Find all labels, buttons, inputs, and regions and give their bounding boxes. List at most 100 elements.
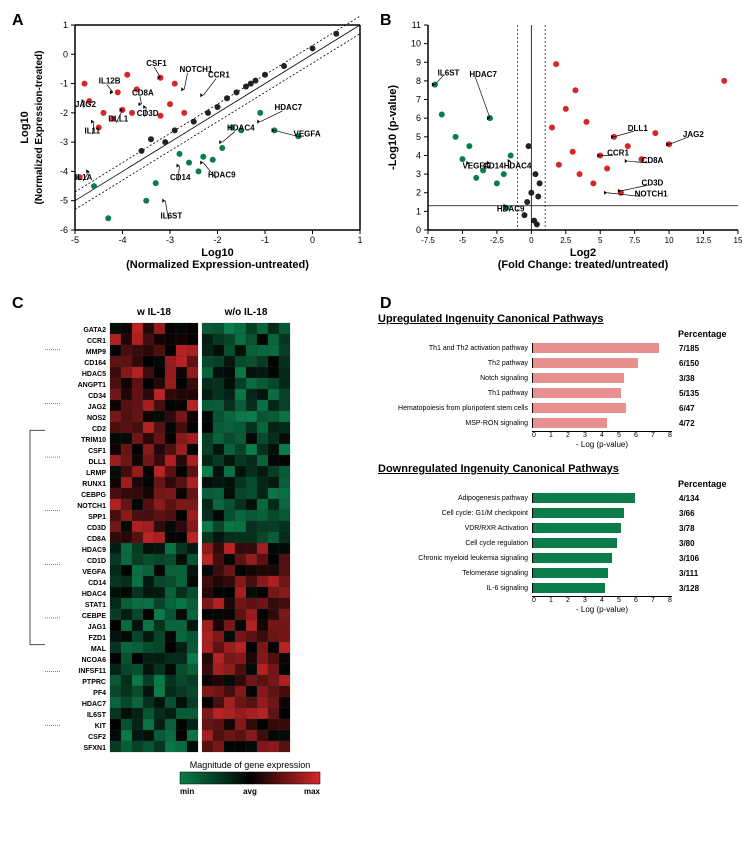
svg-text:DLL1: DLL1 bbox=[108, 115, 129, 124]
pathway-bar bbox=[533, 568, 608, 578]
svg-text:PF4: PF4 bbox=[93, 690, 106, 697]
svg-text:avg: avg bbox=[243, 787, 257, 796]
percentage-header-up: Percentage bbox=[678, 329, 748, 339]
pathway-percentage: 3/128 bbox=[679, 584, 719, 593]
svg-text:INFSF11: INFSF11 bbox=[78, 668, 106, 675]
up-x-label: - Log (p-value) bbox=[532, 440, 672, 449]
pathway-name: Chronic myeloid leukemia signaling bbox=[378, 555, 532, 562]
svg-text:HDAC9: HDAC9 bbox=[208, 170, 236, 179]
svg-text:-5: -5 bbox=[71, 235, 79, 245]
pathway-percentage: 6/47 bbox=[679, 404, 719, 413]
svg-text:-2.5: -2.5 bbox=[490, 236, 504, 245]
svg-text:DLL1: DLL1 bbox=[628, 124, 649, 133]
svg-text:HDAC7: HDAC7 bbox=[82, 701, 106, 708]
svg-text:CCR1: CCR1 bbox=[607, 148, 629, 157]
svg-text:HDAC5: HDAC5 bbox=[82, 371, 106, 378]
svg-text:-4: -4 bbox=[60, 166, 68, 176]
pathway-bar-area bbox=[532, 418, 673, 428]
svg-text:-5: -5 bbox=[459, 236, 467, 245]
svg-text:CD3D: CD3D bbox=[87, 525, 106, 532]
pathway-percentage: 4/134 bbox=[679, 494, 719, 503]
svg-text:CEBPE: CEBPE bbox=[82, 613, 106, 620]
pathway-percentage: 3/106 bbox=[679, 554, 719, 563]
svg-text:7: 7 bbox=[416, 95, 421, 105]
svg-text:-1: -1 bbox=[261, 235, 269, 245]
svg-text:STAT1: STAT1 bbox=[85, 602, 106, 609]
pathway-name: Th1 pathway bbox=[378, 390, 532, 397]
pathway-bar bbox=[533, 523, 621, 533]
svg-text:-1: -1 bbox=[60, 79, 68, 89]
pathway-row: Chronic myeloid leukemia signaling 3/106 bbox=[378, 551, 748, 565]
pathway-bar-area bbox=[532, 523, 673, 533]
svg-text:-2: -2 bbox=[213, 235, 221, 245]
svg-text:MMP9: MMP9 bbox=[86, 349, 106, 356]
pathway-bar-area bbox=[532, 583, 673, 593]
svg-text:RUNX1: RUNX1 bbox=[82, 481, 106, 488]
down-x-axis: 012345678 bbox=[532, 596, 672, 604]
pathway-row: MSP-RON signaling4/72 bbox=[378, 416, 748, 430]
pathway-bar bbox=[533, 373, 624, 383]
svg-text:0: 0 bbox=[310, 235, 315, 245]
svg-text:10: 10 bbox=[665, 236, 674, 245]
svg-text:CD8A: CD8A bbox=[132, 88, 154, 97]
pathway-percentage: 3/38 bbox=[679, 374, 719, 383]
svg-text:-4: -4 bbox=[118, 235, 126, 245]
svg-text:VEGFA: VEGFA bbox=[294, 129, 321, 138]
svg-text:w IL-18: w IL-18 bbox=[136, 307, 171, 318]
pathway-bar bbox=[533, 388, 621, 398]
svg-text:ANGPT1: ANGPT1 bbox=[78, 382, 107, 389]
pathway-bar-area bbox=[532, 568, 673, 578]
pathway-name: Notch signaling bbox=[378, 375, 532, 382]
svg-text:HDAC7: HDAC7 bbox=[275, 103, 303, 112]
pathway-bar bbox=[533, 553, 612, 563]
svg-text:(Fold Change: treated/untreate: (Fold Change: treated/untreated) bbox=[498, 259, 669, 271]
percentage-header-down: Percentage bbox=[678, 479, 748, 489]
svg-text:1: 1 bbox=[357, 235, 362, 245]
panel-d: D Upregulated Ingenuity Canonical Pathwa… bbox=[378, 293, 748, 838]
pathway-row: Telomerase signaling3/111 bbox=[378, 566, 748, 580]
pathway-bar-area bbox=[532, 343, 673, 353]
volcano-plot-b: -7.5-5-2.502.557.51012.51501234567891011… bbox=[378, 10, 748, 280]
pathway-row: Th1 and Th2 activation pathway7/185 bbox=[378, 341, 748, 355]
pathway-bar-area bbox=[532, 553, 673, 563]
svg-text:KIT: KIT bbox=[95, 723, 107, 730]
svg-text:-3: -3 bbox=[60, 137, 68, 147]
pathway-bar-area bbox=[532, 373, 673, 383]
svg-text:PTPRC: PTPRC bbox=[82, 679, 106, 686]
svg-text:(Normalized Expression-treated: (Normalized Expression-treated) bbox=[34, 51, 45, 205]
svg-text:Log10: Log10 bbox=[201, 247, 233, 259]
svg-text:-5: -5 bbox=[60, 196, 68, 206]
pathway-bar-area bbox=[532, 493, 673, 503]
svg-text:CSF1: CSF1 bbox=[146, 59, 167, 68]
panel-d-label: D bbox=[380, 295, 392, 313]
svg-text:NOS2: NOS2 bbox=[87, 415, 106, 422]
pathway-percentage: 3/80 bbox=[679, 539, 719, 548]
svg-text:SFXN1: SFXN1 bbox=[83, 745, 106, 752]
svg-text:CEBPG: CEBPG bbox=[81, 492, 106, 499]
pathway-bar-area bbox=[532, 388, 673, 398]
svg-text:-3: -3 bbox=[166, 235, 174, 245]
panel-b-label: B bbox=[380, 12, 392, 30]
svg-text:IL12B: IL12B bbox=[99, 77, 121, 86]
svg-text:CD14: CD14 bbox=[170, 173, 191, 182]
svg-text:5: 5 bbox=[416, 132, 421, 142]
svg-text:1: 1 bbox=[63, 20, 68, 30]
svg-text:CD8A: CD8A bbox=[642, 156, 664, 165]
pathway-percentage: 3/78 bbox=[679, 524, 719, 533]
panel-a-label: A bbox=[12, 12, 24, 30]
svg-text:JAG2: JAG2 bbox=[75, 100, 96, 109]
svg-text:NOTCH1: NOTCH1 bbox=[635, 189, 668, 198]
svg-text:9: 9 bbox=[416, 57, 421, 67]
pathway-name: Th2 pathway bbox=[378, 360, 532, 367]
pathway-row: IL-6 signaling3/128 bbox=[378, 581, 748, 595]
pathway-row: Cell cycle regulation3/80 bbox=[378, 536, 748, 550]
svg-text:IL1A: IL1A bbox=[75, 173, 93, 182]
svg-text:HDAC7: HDAC7 bbox=[469, 70, 497, 79]
svg-text:IL11: IL11 bbox=[85, 126, 101, 135]
svg-text:DLL1: DLL1 bbox=[89, 459, 107, 466]
pathway-percentage: 4/72 bbox=[679, 419, 719, 428]
svg-text:CSF1: CSF1 bbox=[88, 448, 106, 455]
svg-text:max: max bbox=[304, 787, 321, 796]
downregulated-title: Downregulated Ingenuity Canonical Pathwa… bbox=[378, 463, 748, 475]
svg-text:Magnitude of gene expression: Magnitude of gene expression bbox=[190, 760, 311, 770]
